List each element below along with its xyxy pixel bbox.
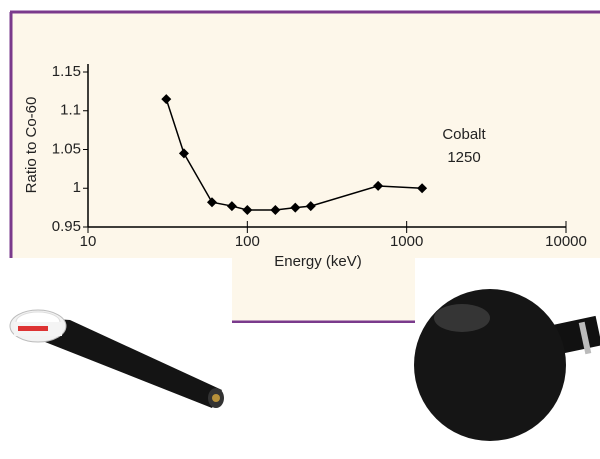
x-axis-title: Energy (keV) bbox=[274, 253, 362, 270]
y-tick-label: 0.95 bbox=[52, 218, 81, 235]
y-tick-label: 1.05 bbox=[52, 140, 81, 157]
blank-area bbox=[232, 323, 415, 459]
y-tick-label: 1.1 bbox=[60, 102, 81, 119]
y-tick-label: 1.15 bbox=[52, 63, 81, 80]
x-tick-label: 1000 bbox=[390, 233, 423, 250]
y-tick-label: 1 bbox=[73, 179, 81, 196]
chart: Ratio to Co-60 Energy (keV) Cobalt 1250 … bbox=[0, 0, 600, 459]
x-tick-label: 10000 bbox=[545, 233, 587, 250]
page: {"chart_data": {"type": "line", "x_label… bbox=[0, 0, 600, 459]
y-axis-title: Ratio to Co-60 bbox=[23, 97, 40, 194]
annotation: 1250 bbox=[447, 149, 480, 166]
x-tick-label: 10 bbox=[80, 233, 97, 250]
annotation: Cobalt bbox=[442, 126, 486, 143]
x-tick-label: 100 bbox=[235, 233, 260, 250]
